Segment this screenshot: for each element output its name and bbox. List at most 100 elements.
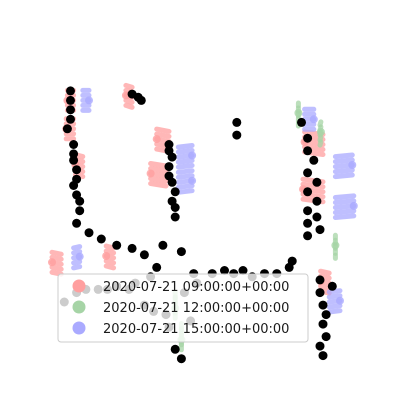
data-point [170, 203, 180, 212]
vector-head-series-2 [348, 161, 357, 169]
vector-head-series-2 [309, 115, 318, 124]
vector-mark-series-2 [332, 152, 355, 160]
data-point [315, 225, 325, 235]
vector-mark-series-2 [326, 308, 343, 315]
vector-head-series-0 [152, 135, 161, 144]
vector-head-series-2 [75, 252, 84, 261]
vector-mark-series-0 [148, 176, 169, 184]
data-point [72, 218, 82, 228]
vector-mark-series-2 [332, 213, 357, 220]
data-point [136, 95, 146, 105]
vector-head-series-2 [336, 296, 344, 305]
data-point [170, 212, 180, 222]
data-point [75, 206, 85, 216]
data-point [167, 177, 177, 187]
vector-head-series-0 [146, 169, 155, 178]
data-point [312, 177, 322, 187]
data-point [315, 341, 325, 351]
data-point [238, 266, 248, 275]
data-point [139, 250, 149, 260]
vector-mark-series-0 [318, 283, 332, 291]
legend-marker-09 [72, 279, 86, 293]
data-point [127, 243, 137, 253]
vector-head-series-0 [102, 252, 111, 260]
vector-head-series-1 [331, 241, 340, 250]
data-point [321, 332, 331, 342]
vector-head-series-2 [188, 151, 197, 160]
legend-label-12: 2020-07-21 12:00:00+00:00 [103, 301, 289, 316]
data-point [303, 133, 313, 143]
data-point [318, 319, 328, 329]
arrow-layer [48, 82, 358, 353]
data-point [170, 187, 180, 197]
legend-label-09: 2020-07-21 09:00:00+00:00 [103, 280, 289, 295]
vector-mark-series-0 [148, 161, 169, 169]
data-point [315, 275, 325, 285]
data-point [66, 95, 75, 105]
legend-marker-12 [72, 300, 86, 314]
vector-mark-series-0 [49, 249, 64, 257]
vector-mark-series-2 [175, 188, 195, 195]
data-point [232, 130, 242, 140]
vector-head-series-1 [316, 127, 325, 136]
legend: 2020-07-21 09:00:00+00:00 2020-07-21 12:… [57, 273, 309, 343]
data-point [69, 155, 79, 165]
data-point [318, 351, 328, 361]
data-point [66, 114, 75, 124]
data-point [167, 152, 177, 162]
data-point [327, 281, 337, 291]
vector-mark-series-2 [326, 288, 343, 295]
vector-mark-series-2 [326, 293, 343, 300]
vector-mark-series-2 [332, 172, 355, 180]
vector-mark-series-0 [318, 268, 332, 276]
vector-mark-series-2 [332, 198, 357, 205]
vector-head-series-1 [294, 109, 303, 117]
data-point [164, 140, 174, 149]
data-point [297, 117, 306, 127]
vector-mark-series-0 [103, 248, 117, 256]
vector-mark-series-2 [175, 143, 195, 150]
legend-label-15: 2020-07-21 15:00:00+00:00 [103, 322, 289, 337]
vector-mark-series-2 [175, 173, 195, 180]
vector-mark-series-2 [175, 148, 195, 155]
data-point [321, 310, 331, 320]
data-point [72, 165, 82, 175]
legend-frame [57, 273, 309, 343]
data-point [152, 262, 162, 272]
legend-marker-15 [72, 321, 86, 335]
data-point [303, 187, 313, 197]
vector-head-series-2 [188, 176, 197, 185]
data-point [318, 300, 328, 310]
vector-mark-series-0 [49, 254, 64, 262]
vector-mark-series-2 [175, 158, 195, 165]
vector-mark-series-2 [71, 264, 83, 271]
vector-mark-series-0 [148, 181, 169, 189]
data-point [62, 124, 72, 134]
vector-mark-series-0 [49, 264, 64, 272]
data-point [170, 344, 180, 354]
vector-head-series-2 [85, 96, 93, 105]
vector-mark-series-2 [332, 193, 357, 200]
data-point [69, 181, 79, 190]
data-point [303, 168, 313, 178]
vector-mark-series-2 [71, 249, 83, 256]
vector-mark-series-0 [103, 243, 117, 251]
vector-mark-series-2 [332, 157, 355, 165]
data-point [312, 212, 322, 222]
data-point [315, 288, 325, 298]
data-point [176, 247, 186, 257]
data-point [309, 155, 319, 165]
vector-mark-series-0 [123, 102, 135, 110]
data-point [84, 228, 94, 238]
vector-mark-series-0 [123, 97, 135, 105]
vector-head-series-0 [48, 258, 56, 267]
data-point [158, 240, 168, 250]
data-point [75, 196, 85, 206]
data-point [303, 146, 313, 156]
data-point [69, 140, 79, 149]
data-point [232, 117, 242, 127]
data-point [287, 256, 297, 266]
data-point [303, 206, 313, 216]
vector-mark-series-2 [175, 168, 195, 175]
